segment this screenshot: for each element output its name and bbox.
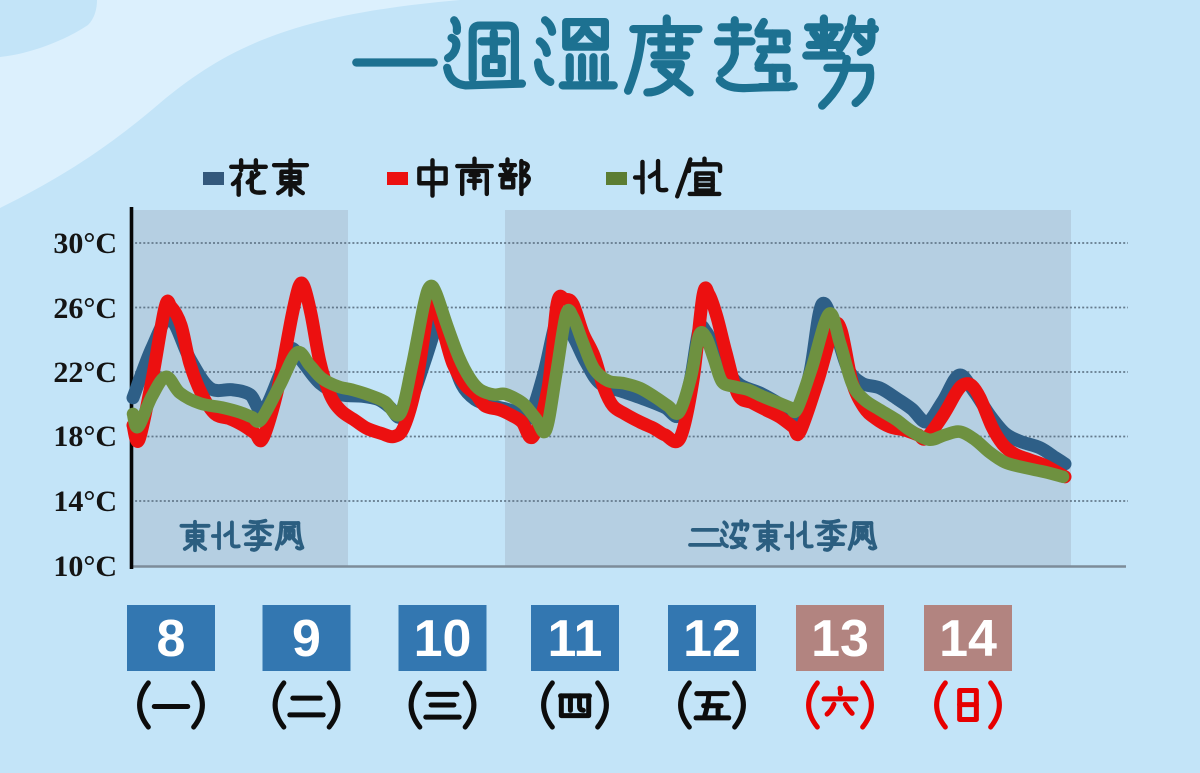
svg-text:8: 8: [157, 610, 186, 668]
svg-text:26°C: 26°C: [53, 292, 117, 325]
svg-text:14: 14: [939, 610, 997, 668]
svg-text:10: 10: [414, 610, 472, 668]
svg-text:13: 13: [811, 610, 869, 668]
svg-text:14°C: 14°C: [53, 485, 117, 518]
svg-text:30°C: 30°C: [53, 227, 117, 260]
svg-text:10°C: 10°C: [53, 550, 117, 583]
svg-text:11: 11: [548, 610, 603, 668]
svg-text:22°C: 22°C: [53, 356, 117, 389]
svg-text:12: 12: [683, 610, 741, 668]
svg-text:9: 9: [292, 610, 321, 668]
svg-text:18°C: 18°C: [53, 420, 117, 453]
